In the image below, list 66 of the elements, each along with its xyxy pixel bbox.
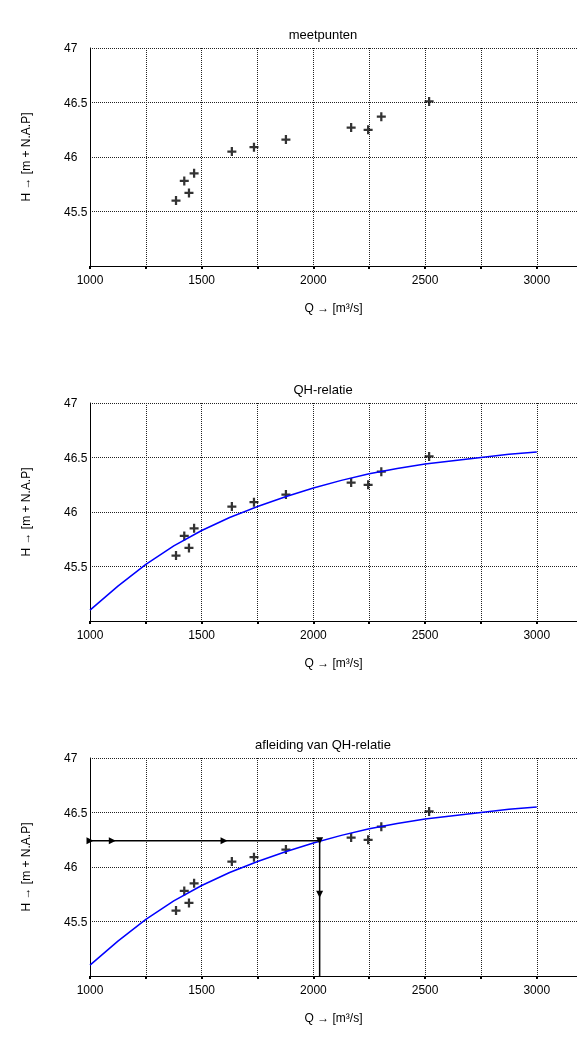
point (316, 837, 324, 845)
x-tick-label: 1500 (188, 628, 216, 642)
x-tick-label: 2500 (411, 273, 439, 287)
x-tick-label: 1500 (188, 983, 216, 997)
x-axis-title: Q → [m³/s] (304, 301, 363, 315)
point (189, 878, 199, 888)
y-tick-label: 45.5 (64, 559, 88, 574)
point (227, 147, 237, 157)
chart-title: QH-relatie (293, 382, 353, 397)
line-series (89, 451, 538, 611)
point (249, 852, 259, 862)
point (171, 196, 181, 206)
y-tick-label: 45.5 (64, 204, 88, 219)
point (424, 451, 434, 461)
line-series (89, 806, 538, 966)
point (424, 96, 434, 106)
x-tick-label: 2000 (300, 983, 328, 997)
y-tick-label: 46 (64, 505, 78, 519)
y-tick-label: 46.5 (64, 450, 88, 465)
x-tick-label: 1000 (76, 628, 104, 642)
point (424, 806, 434, 816)
x-tick-label: 2000 (300, 628, 328, 642)
x-tick-label: 3000 (523, 983, 551, 997)
x-axis-title: Q → [m³/s] (304, 1011, 363, 1025)
x-tick-label: 1000 (76, 273, 104, 287)
point (189, 168, 199, 178)
point (227, 857, 237, 867)
point (179, 176, 189, 186)
point (376, 112, 386, 122)
point (363, 835, 373, 845)
y-tick-label: 46.5 (64, 95, 88, 110)
y-tick-label: 46 (64, 150, 78, 164)
point (346, 123, 356, 133)
point (184, 188, 194, 198)
point (227, 502, 237, 512)
point (363, 125, 373, 135)
point (184, 543, 194, 553)
point (249, 142, 259, 152)
chart-title: meetpunten (288, 27, 358, 42)
y-axis-title: H → [m + N.A.P] (19, 467, 33, 557)
y-tick-label: 46 (64, 860, 78, 874)
y-tick-label: 47 (64, 396, 78, 410)
point (281, 135, 291, 145)
y-tick-label: 47 (64, 41, 78, 55)
x-tick-label: 3000 (523, 628, 551, 642)
x-axis-title: Q → [m³/s] (304, 656, 363, 670)
y-axis-title: H → [m + N.A.P] (19, 822, 33, 912)
x-tick-label: 3000 (523, 273, 551, 287)
point (249, 497, 259, 507)
x-tick-label: 2500 (411, 628, 439, 642)
point (184, 898, 194, 908)
point (346, 833, 356, 843)
chart-title: afleiding van QH-relatie (255, 737, 391, 752)
point (346, 478, 356, 488)
y-tick-label: 45.5 (64, 914, 88, 929)
point (171, 906, 181, 916)
y-axis-title: H → [m + N.A.P] (19, 112, 33, 202)
y-tick-label: 47 (64, 751, 78, 765)
x-tick-label: 2000 (300, 273, 328, 287)
x-tick-label: 2500 (411, 983, 439, 997)
x-tick-label: 1000 (76, 983, 104, 997)
y-tick-label: 46.5 (64, 805, 88, 820)
point (189, 523, 199, 533)
point (171, 551, 181, 561)
x-tick-label: 1500 (188, 273, 216, 287)
point (363, 480, 373, 490)
